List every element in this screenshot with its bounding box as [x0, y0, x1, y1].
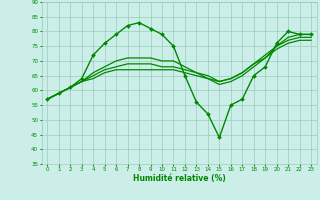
X-axis label: Humidité relative (%): Humidité relative (%) — [133, 174, 226, 183]
